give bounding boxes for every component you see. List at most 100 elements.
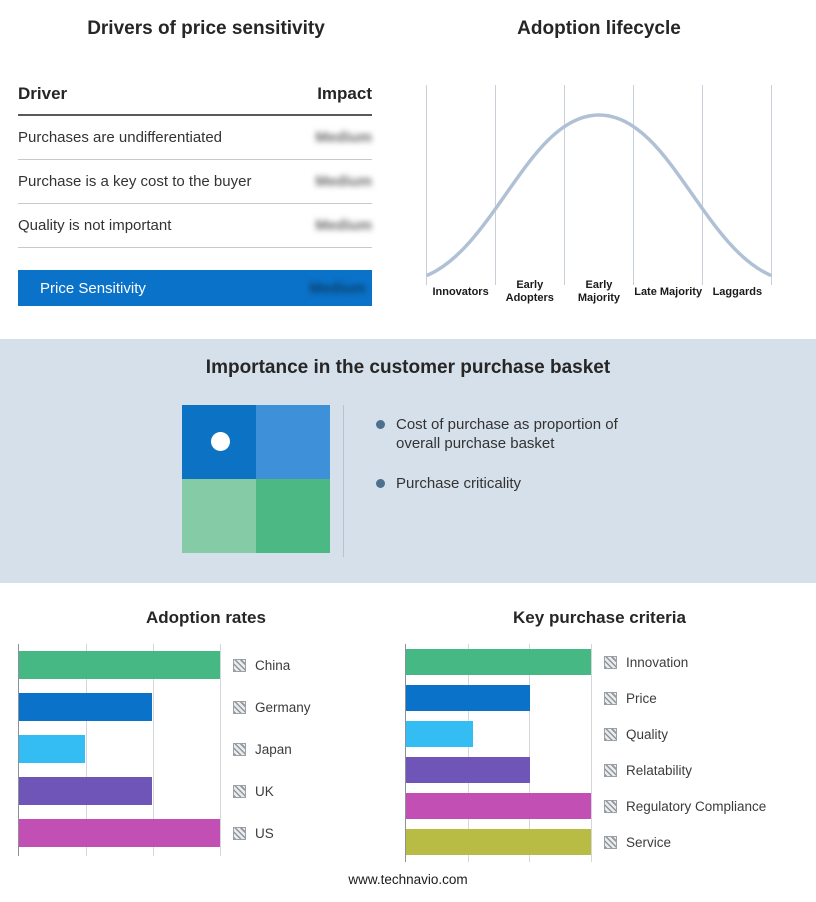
basket-quadrant-graphic (182, 405, 330, 553)
legend-item-quality: Quality (604, 716, 766, 752)
bar-row-us (19, 812, 220, 854)
legend-item-uk: UK (233, 770, 311, 812)
bullet-text: Cost of purchase as proportion of overal… (396, 416, 618, 452)
bar-row-quality (406, 716, 591, 752)
quadrant-divider (343, 405, 344, 557)
legend-swatch-icon (604, 691, 617, 705)
bar-row-price (406, 680, 591, 716)
bar-germany (19, 693, 152, 721)
price-sensitivity-bar: Price Sensitivity Medium (18, 270, 372, 306)
legend-swatch-icon (604, 799, 617, 813)
legend-item-china: China (233, 644, 311, 686)
drivers-table: Driver Impact Purchases are undifferenti… (18, 84, 372, 306)
drivers-title: Drivers of price sensitivity (87, 18, 325, 39)
legend-label: China (255, 657, 291, 673)
bell-curve-path (426, 113, 772, 277)
key-purchase-criteria-plot (405, 644, 592, 862)
bar-japan (19, 735, 86, 763)
bar-row-germany (19, 686, 220, 728)
basket-bullet: Cost of purchase as proportion of overal… (376, 415, 628, 453)
bar-row-regulatory-compliance (406, 788, 591, 824)
driver-impact-value: Medium (315, 129, 372, 146)
plot-gridline (467, 644, 469, 862)
bar-row-innovation (406, 644, 591, 680)
legend-label: Innovation (626, 654, 689, 670)
legend-swatch-icon (604, 655, 617, 669)
legend-item-regulatory-compliance: Regulatory Compliance (604, 788, 766, 824)
plot-gridline (85, 644, 87, 856)
price-sensitivity-label: Price Sensitivity (40, 279, 146, 297)
legend-swatch-icon (233, 658, 246, 672)
lifecycle-title: Adoption lifecycle (517, 18, 681, 39)
purchase-basket-section: Importance in the customer purchase bask… (0, 339, 816, 583)
bullet-text: Purchase criticality (396, 475, 522, 492)
bottom-charts-section: Adoption rates China Germany (0, 583, 816, 862)
legend-swatch-icon (233, 742, 246, 756)
lifecycle-stage-label: Laggards (712, 285, 763, 298)
basket-bullet: Purchase criticality (376, 474, 628, 493)
legend-item-germany: Germany (233, 686, 311, 728)
legend-label: Price (626, 690, 657, 706)
driver-name: Quality is not important (18, 217, 172, 234)
adoption-rates-plot (18, 644, 221, 856)
bar-row-service (406, 824, 591, 860)
basket-title: Importance in the customer purchase bask… (205, 357, 611, 378)
quadrant-cell-bottom-left (182, 479, 256, 553)
drivers-table-header: Driver Impact (18, 84, 372, 116)
driver-row: Quality is not important Medium (18, 204, 372, 248)
adoption-rates-body: China Germany Japan UK US (18, 644, 394, 856)
legend-label: Relatability (626, 762, 693, 778)
bullet-icon (376, 479, 385, 488)
bar-row-relatability (406, 752, 591, 788)
legend-swatch-icon (604, 727, 617, 741)
lifecycle-stage-label: Early Adopters (505, 279, 554, 304)
plot-gridline (220, 644, 221, 856)
legend-item-us: US (233, 812, 311, 854)
drivers-table-body: Purchases are undifferentiated Medium Pu… (18, 116, 372, 248)
adoption-rates-legend: China Germany Japan UK US (233, 644, 311, 856)
driver-name: Purchase is a key cost to the buyer (18, 173, 252, 190)
adoption-rates-chart: Adoption rates China Germany (0, 607, 394, 862)
legend-label: US (255, 825, 274, 841)
driver-impact-value: Medium (315, 217, 372, 234)
key-purchase-criteria-body: Innovation Price Quality Relatability Re… (405, 644, 794, 862)
legend-item-price: Price (604, 680, 766, 716)
impact-column-header: Impact (317, 84, 372, 103)
plot-gridline (529, 644, 531, 862)
bar-quality (406, 721, 473, 747)
driver-column-header: Driver (18, 84, 68, 103)
lifecycle-gridlines (426, 85, 772, 285)
bar-relatability (406, 757, 530, 783)
driver-impact-value: Medium (315, 173, 372, 190)
key-purchase-criteria-legend: Innovation Price Quality Relatability Re… (604, 644, 766, 862)
bar-row-japan (19, 728, 220, 770)
bar-uk (19, 777, 152, 805)
top-section: Drivers of price sensitivity Driver Impa… (0, 0, 816, 339)
legend-label: Quality (626, 726, 669, 742)
legend-item-relatability: Relatability (604, 752, 766, 788)
adoption-lifecycle-panel: Adoption lifecycle Innovators Early Adopt… (394, 18, 792, 339)
legend-label: UK (255, 783, 274, 799)
legend-swatch-icon (233, 700, 246, 714)
basket-bullet-list: Cost of purchase as proportion of overal… (376, 415, 628, 557)
legend-label: Germany (255, 699, 311, 715)
bar-row-uk (19, 770, 220, 812)
legend-item-service: Service (604, 824, 766, 860)
driver-row: Purchase is a key cost to the buyer Medi… (18, 160, 372, 204)
bar-us (19, 819, 220, 847)
bar-row-china (19, 644, 220, 686)
key-purchase-criteria-title: Key purchase criteria (513, 608, 686, 627)
legend-label: Japan (255, 741, 292, 757)
price-sensitivity-impact-value: Medium (309, 279, 366, 297)
website-url: www.technavio.com (348, 872, 468, 887)
legend-item-japan: Japan (233, 728, 311, 770)
plot-gridline (591, 644, 592, 862)
plot-gridline (153, 644, 154, 856)
driver-row: Purchases are undifferentiated Medium (18, 116, 372, 160)
price-sensitivity-panel: Drivers of price sensitivity Driver Impa… (0, 18, 394, 339)
quadrant-marker-dot-icon (211, 432, 230, 451)
lifecycle-stage-label: Early Majority (577, 279, 621, 304)
bar-innovation (406, 649, 591, 675)
lifecycle-stage-labels: Innovators Early Adopters Early Majority La… (426, 279, 772, 305)
legend-item-innovation: Innovation (604, 644, 766, 680)
